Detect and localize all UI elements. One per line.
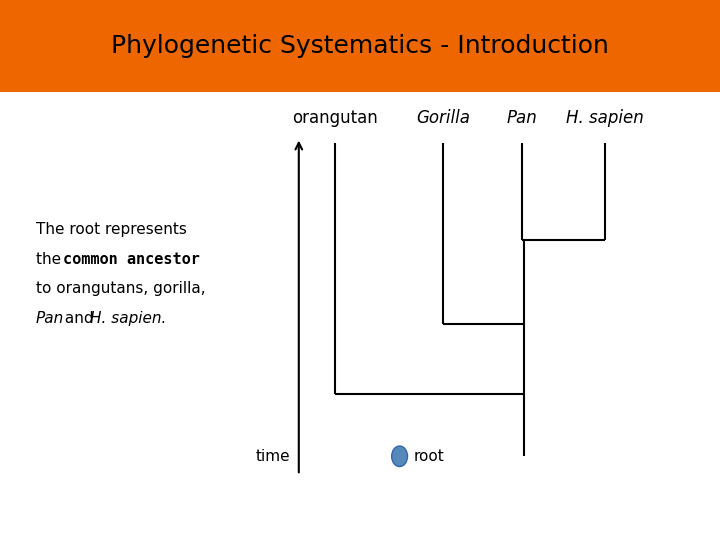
Text: to orangutans, gorilla,: to orangutans, gorilla, — [36, 281, 206, 296]
Text: and: and — [60, 311, 98, 326]
Ellipse shape — [392, 446, 408, 467]
Text: H. sapien: H. sapien — [566, 109, 644, 127]
Text: root: root — [414, 449, 445, 464]
Text: Pan: Pan — [36, 311, 64, 326]
Text: time: time — [256, 449, 290, 464]
Text: orangutan: orangutan — [292, 109, 378, 127]
Text: common ancestor: common ancestor — [63, 252, 200, 267]
Bar — [0, 0, 720, 92]
Text: The root represents: The root represents — [36, 222, 187, 237]
Text: Phylogenetic Systematics - Introduction: Phylogenetic Systematics - Introduction — [111, 34, 609, 58]
Text: the: the — [36, 252, 66, 267]
Text: Pan: Pan — [507, 109, 537, 127]
Text: Gorilla: Gorilla — [416, 109, 470, 127]
Text: H. sapien.: H. sapien. — [90, 311, 166, 326]
